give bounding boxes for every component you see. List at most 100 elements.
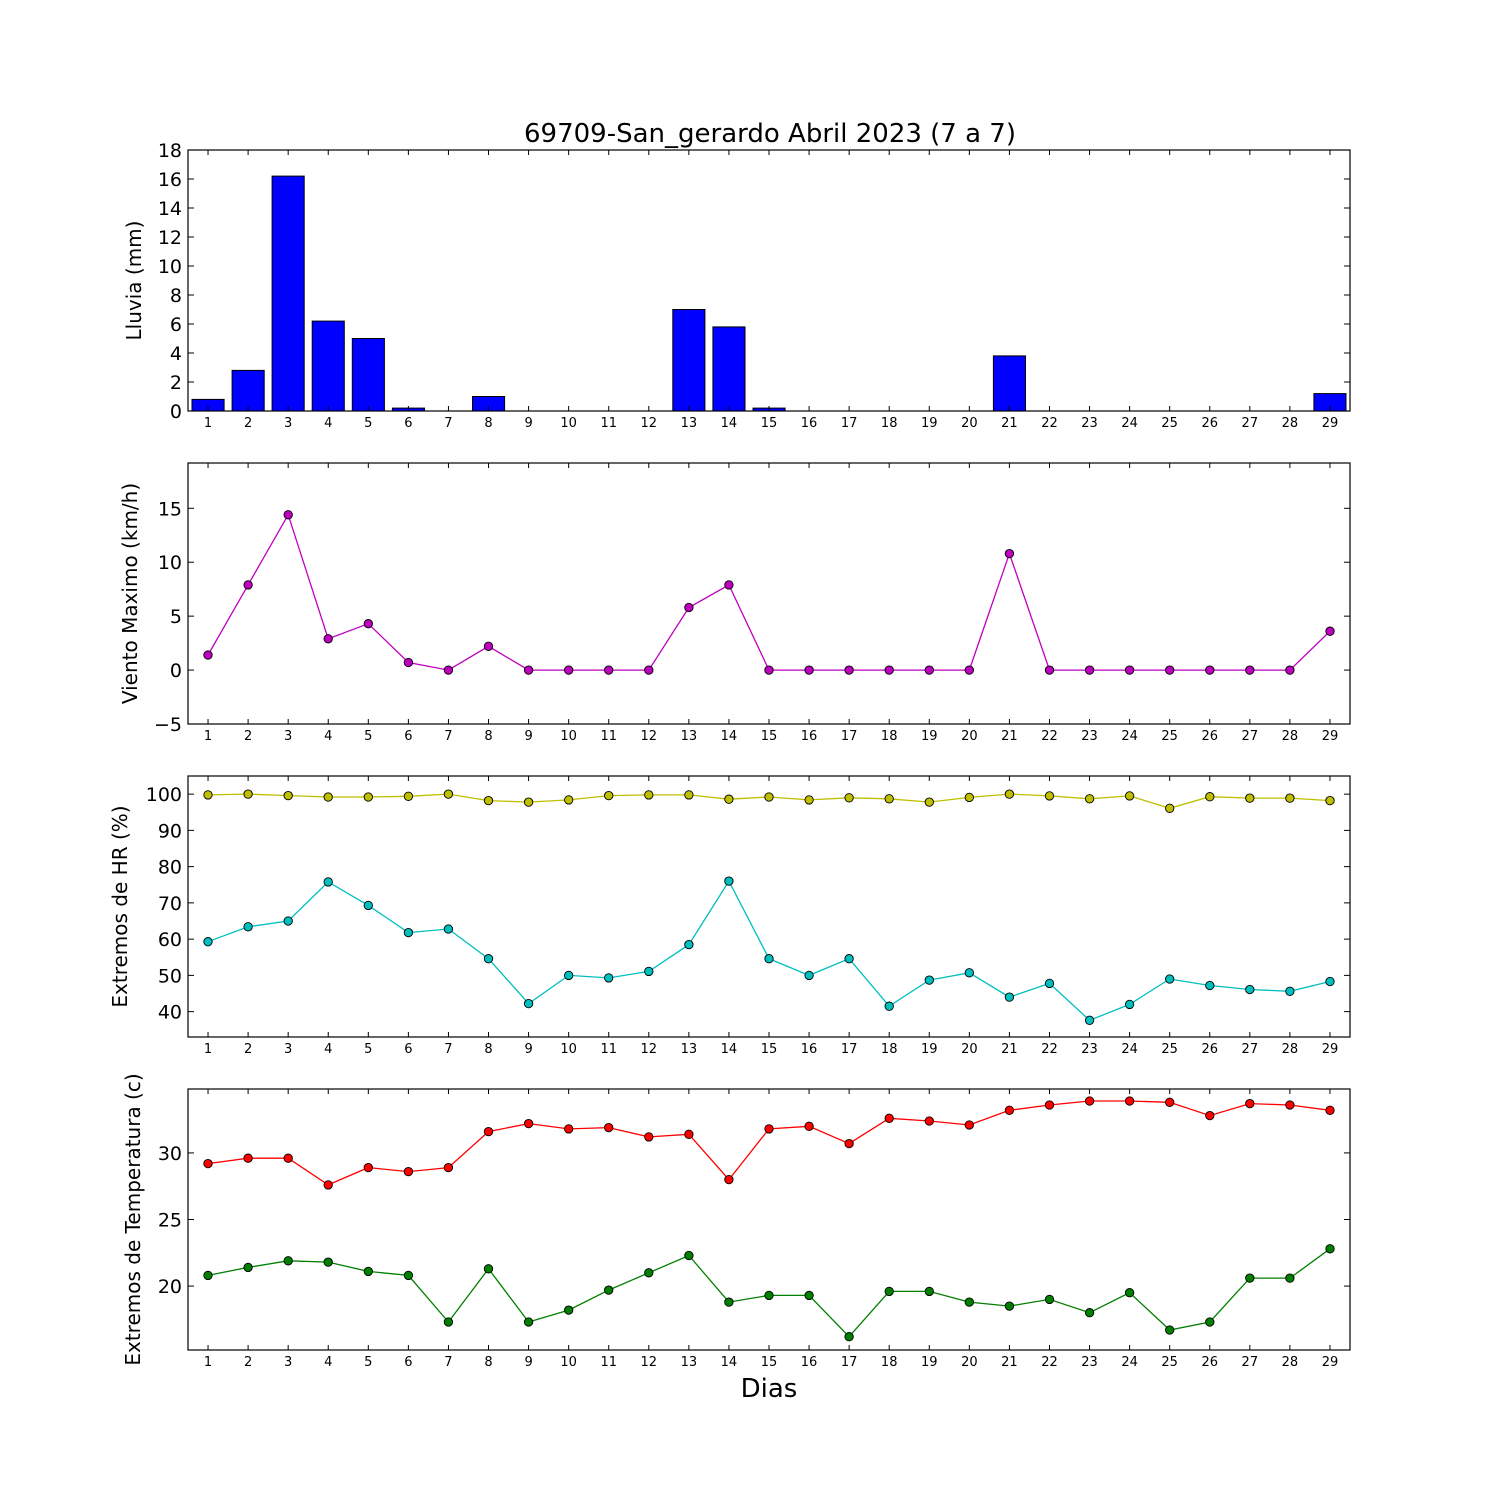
point-series-1-day-14 [724,794,734,804]
x-tick-label: 16 [801,416,818,431]
bar-day-5 [351,338,385,412]
x-tick-label: 20 [961,416,978,431]
point-series-1-day-8 [483,1126,494,1137]
x-tick-label: 21 [1001,1355,1018,1370]
x-tick-label: 1 [204,1042,212,1057]
point-series-1-day-29 [1325,1105,1335,1115]
x-tick-label: 7 [444,1042,452,1057]
x-tick-label: 27 [1242,729,1259,744]
x-tick-label: 5 [364,1355,372,1370]
x-tick-label: 6 [404,1042,412,1057]
point-series-2-day-24 [1124,999,1135,1010]
point-series-1-day-9 [523,1118,534,1129]
x-tick-label: 21 [1001,416,1018,431]
point-series-1-day-15 [764,1124,774,1134]
x-tick-label: 23 [1081,729,1098,744]
x-tick-label: 13 [681,416,698,431]
y-tick-label: 30 [158,1143,182,1165]
point-series-1-day-5 [363,792,373,802]
y-tick-label: 12 [158,227,182,249]
point-series-2-day-17 [844,1332,854,1342]
point-series-2-day-21 [1004,992,1015,1002]
x-tick-label: 12 [641,416,658,431]
point-series-1-day-3 [283,1153,293,1163]
x-tick-label: 14 [721,1355,738,1370]
x-tick-label: 10 [560,416,577,431]
point-series-2-day-4 [323,877,333,887]
x-axis-label: Dias [741,1374,798,1404]
x-tick-label: 11 [600,1355,617,1370]
point-series-1-day-1 [203,790,213,800]
y-axis-label: Extremos de HR (%) [108,805,132,1007]
point-series-1-day-20 [964,792,974,803]
point-series-1-day-19 [924,1116,934,1126]
point-series-1-day-12 [644,665,654,675]
point-series-2-day-11 [604,973,614,983]
x-tick-label: 18 [881,729,898,744]
point-series-1-day-19 [924,665,934,675]
point-series-2-day-6 [403,1270,414,1281]
point-series-2-day-29 [1325,1244,1335,1254]
x-tick-label: 7 [444,416,452,431]
point-series-1-day-23 [1084,1096,1095,1106]
point-series-1-day-23 [1084,665,1095,675]
x-tick-label: 8 [484,1355,492,1370]
series-line-2 [207,879,1331,1022]
y-tick-label: 60 [158,929,182,951]
point-series-2-day-2 [243,922,253,932]
x-tick-label: 5 [364,729,372,744]
point-series-1-day-2 [243,1153,253,1163]
point-series-1-day-9 [523,665,534,675]
point-series-1-day-16 [804,665,814,675]
x-tick-label: 28 [1282,729,1299,744]
point-series-2-day-20 [964,968,974,978]
point-series-2-day-4 [323,1257,333,1267]
point-series-2-day-17 [844,954,854,964]
x-tick-label: 29 [1322,1042,1339,1057]
point-series-2-day-24 [1124,1288,1135,1298]
x-tick-label: 13 [681,729,698,744]
point-series-1-day-4 [323,1180,333,1190]
point-series-1-day-16 [804,795,814,805]
point-series-1-day-11 [604,790,614,801]
point-series-1-day-14 [724,1174,734,1185]
point-series-2-day-16 [804,1290,814,1301]
point-series-2-day-23 [1084,1015,1095,1025]
x-tick-label: 1 [204,729,212,744]
chart-panel-2: 1 2 3 4 5 6 7 8 9 10 11 12 13 14 15 16 17 18 19 20 21 22 23 24 2… [118,462,1351,744]
y-tick-label: 0 [170,401,182,423]
y-tick-label: 10 [158,256,182,278]
point-series-2-day-19 [924,1286,934,1297]
point-series-1-day-21 [1004,548,1015,559]
point-series-2-day-28 [1285,1273,1295,1283]
point-series-1-day-18 [884,794,894,804]
x-tick-label: 12 [641,1355,658,1370]
x-tick-label: 27 [1242,1355,1259,1370]
point-series-1-day-26 [1205,792,1215,802]
y-axis-label: Viento Maximo (km/h) [118,483,142,704]
point-series-1-day-25 [1165,803,1175,813]
x-tick-label: 17 [841,729,858,744]
point-series-1-day-17 [844,1138,854,1149]
point-series-1-day-27 [1245,793,1255,803]
y-tick-label: 70 [158,893,182,915]
x-tick-label: 23 [1081,1042,1098,1057]
x-tick-label: 13 [681,1042,698,1057]
point-series-2-day-27 [1245,984,1255,995]
x-tick-label: 26 [1201,416,1218,431]
x-tick-label: 22 [1041,1355,1058,1370]
y-axis-label: Lluvia (mm) [122,221,146,341]
point-series-2-day-1 [203,1270,213,1281]
point-series-2-day-29 [1325,976,1335,987]
x-tick-label: 24 [1121,729,1138,744]
point-series-1-day-25 [1165,665,1175,675]
x-tick-label: 2 [244,1355,252,1370]
point-series-2-day-15 [764,1290,774,1301]
point-series-2-day-27 [1245,1273,1255,1283]
point-series-1-day-20 [964,1120,974,1130]
x-tick-label: 19 [921,1042,938,1057]
x-tick-label: 29 [1322,416,1339,431]
point-series-1-day-16 [804,1121,814,1131]
x-tick-label: 18 [881,1355,898,1370]
point-series-1-day-28 [1285,1100,1295,1110]
